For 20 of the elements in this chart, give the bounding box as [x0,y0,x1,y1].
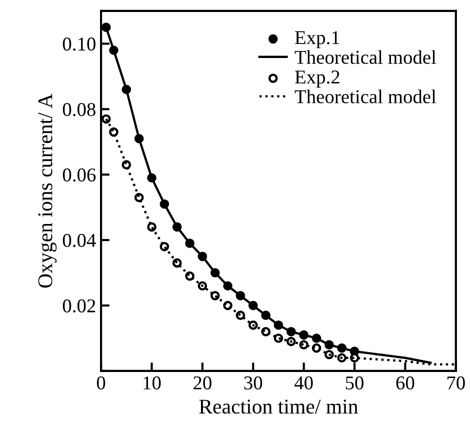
y-axis-title: Oxygen ions current/ A [38,94,57,288]
x-tick-label: 50 [346,376,364,390]
x-tick-label: 20 [194,376,212,390]
x-tick-label: 0 [96,376,106,390]
legend-label: Theoretical model [294,90,436,104]
y-tick-label: 0.06 [62,168,96,182]
x-axis-title: Reaction time/ min [199,400,358,414]
y-tick-label: 0.04 [62,234,96,248]
x-tick-label: 40 [294,376,313,390]
y-tick-label: 0.02 [62,299,96,313]
y-tick-label: 0.08 [62,102,96,116]
x-tick-label: 30 [244,376,262,390]
legend-label: Exp.2 [295,70,340,88]
point [350,353,360,363]
legend-label: Theoretical model [294,50,436,64]
x-tick-label: 60 [396,376,414,390]
legend-label: Exp.1 [295,31,340,48]
y-tick-label: 0.10 [62,38,96,51]
x-tick-label: 10 [144,376,161,390]
x-tick-label: 70 [447,376,465,390]
